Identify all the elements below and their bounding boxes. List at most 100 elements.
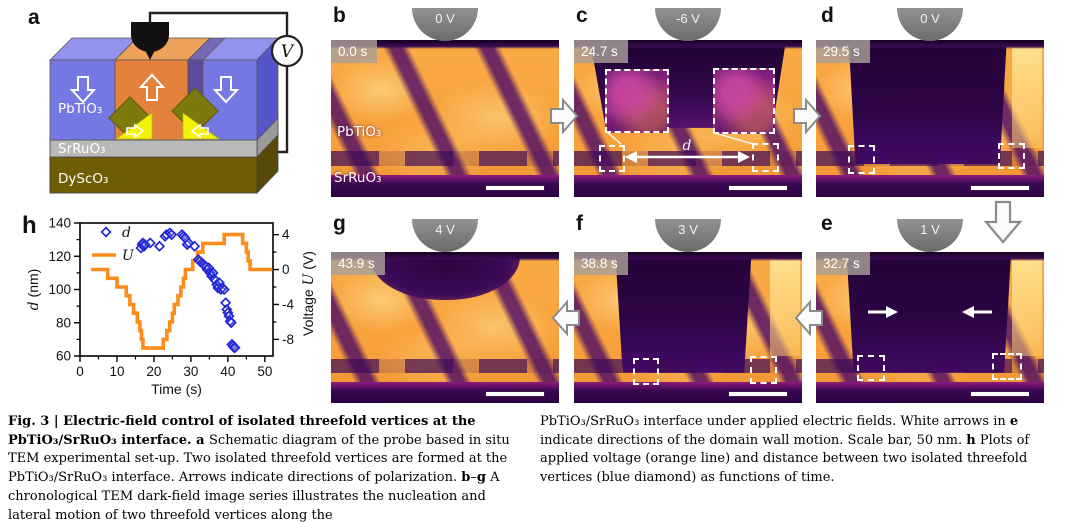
panel-f-letter: f	[576, 212, 583, 235]
wall-motion-arrows	[868, 306, 992, 318]
inset-box-left	[605, 69, 669, 133]
schematic-setup: V PbTiO₃ SrRuO₃ DyScO₃	[49, 11, 304, 194]
bright-region	[1012, 259, 1042, 357]
surface-strip	[331, 40, 559, 50]
interface-band	[574, 359, 802, 373]
svg-text:Time (s): Time (s)	[151, 381, 202, 397]
substrate-band	[331, 381, 559, 403]
sequence-arrow-f-to-g	[551, 299, 580, 337]
svg-text:4: 4	[282, 227, 290, 242]
probe-d-voltage: 0 V	[920, 11, 940, 26]
timestamp-g: 43.9 s	[331, 252, 385, 275]
probe-e-voltage: 1 V	[920, 222, 940, 237]
scale-bar	[486, 392, 544, 396]
interface-band	[816, 359, 1044, 373]
panel-e-letter: e	[821, 212, 833, 235]
voltmeter-icon	[270, 34, 304, 68]
voltmeter-label: V	[281, 42, 295, 62]
distance-data-point	[153, 240, 166, 252]
caption-right-column: PbTiO₃/SrRuO₃ interface under applied el…	[540, 413, 1062, 488]
substrate-band	[574, 175, 802, 197]
distance-data-point	[225, 317, 237, 329]
scale-bar	[971, 392, 1029, 396]
srruo3-label: SrRuO₃	[58, 141, 106, 157]
panel-g-letter: g	[333, 212, 346, 235]
caption-segment: b	[461, 470, 471, 486]
interface-band	[331, 359, 559, 373]
bright-region	[1012, 47, 1042, 149]
polarization-arrow-up	[138, 73, 166, 101]
svg-text:40: 40	[220, 364, 235, 379]
surface-strip	[816, 252, 1044, 262]
distance-data-point	[139, 239, 151, 251]
sequence-arrow-b-to-c	[550, 97, 579, 135]
distance-annotation: d	[606, 131, 754, 163]
vertex-box-left	[857, 355, 885, 381]
probe-b-voltage: 0 V	[435, 11, 455, 26]
switched-domain-region	[615, 256, 752, 373]
timestamp-f: 38.8 s	[574, 252, 628, 275]
substrate-band	[816, 175, 1044, 197]
srruo3-layer-label: SrRuO₃	[334, 170, 382, 186]
vertex-box-left	[848, 145, 875, 174]
caption-segment: e	[1009, 414, 1019, 429]
probe-f: 3 V	[655, 219, 721, 252]
vertex-box-right	[750, 356, 777, 384]
surface-strip	[574, 252, 802, 262]
surface-strip	[574, 40, 802, 50]
pbtio3-layer-label: PbTiO₃	[337, 124, 382, 140]
switched-domain-region	[846, 256, 1011, 373]
tem-image-c: 24.7 s d	[574, 40, 802, 197]
polarization-arrow-right-small	[126, 123, 145, 139]
svg-text:120: 120	[48, 249, 71, 264]
svg-text:d: d	[122, 225, 131, 241]
surface-strip	[816, 40, 1044, 50]
probe-c-voltage: -6 V	[676, 11, 700, 26]
distance-data-point	[229, 342, 241, 354]
timestamp-d: 29.5 s	[816, 40, 870, 63]
probe-f-voltage: 3 V	[678, 222, 698, 237]
timestamp-b: 0.0 s	[331, 40, 378, 63]
substrate-band	[816, 381, 1044, 403]
probe-c: -6 V	[655, 8, 721, 41]
scale-bar	[729, 392, 787, 396]
caption-segment: g	[476, 470, 486, 486]
dysco3-label: DyScO₃	[58, 171, 108, 187]
distance-data-point	[189, 240, 201, 252]
domain-stripes	[331, 40, 559, 197]
caption-segment: Plots of applied voltage (orange line) a…	[540, 432, 1030, 486]
substrate-band	[331, 175, 559, 197]
svg-text:-8: -8	[282, 332, 294, 347]
polarization-arrow-down-right	[212, 76, 240, 104]
surface-strip	[331, 252, 559, 262]
wall-arrow-left	[962, 306, 974, 318]
caption-segment: indicate directions of the domain wall m…	[540, 432, 967, 448]
interface-band	[331, 151, 559, 166]
svg-text:U: U	[122, 248, 135, 264]
svg-text:10: 10	[109, 364, 124, 379]
probe-b: 0 V	[412, 8, 478, 41]
svg-text:0: 0	[282, 262, 290, 277]
vertex-box-left	[633, 358, 659, 385]
distance-data-point	[218, 283, 230, 296]
distance-data-point	[166, 229, 178, 241]
timestamp-c: 24.7 s	[574, 40, 628, 63]
caption-segment: PbTiO₃/SrRuO₃ interface under applied el…	[540, 414, 1010, 429]
svg-text:30: 30	[183, 364, 198, 379]
sequence-arrow-d-to-e	[983, 200, 1023, 244]
distance-data-point	[144, 237, 156, 249]
timestamp-e: 32.7 s	[816, 252, 870, 275]
vertex-triangle-left	[114, 112, 153, 140]
probe-tip	[131, 22, 169, 52]
distance-label: d	[683, 138, 692, 154]
caption-segment: –	[470, 470, 477, 486]
caption-segment: h	[966, 432, 976, 448]
scale-bar	[729, 186, 787, 190]
vertex-box-right	[998, 143, 1025, 169]
caption-segment: Fig. 3 | Electric-field control of isola…	[8, 414, 476, 448]
svg-text:-4: -4	[282, 297, 294, 312]
svg-text:60: 60	[56, 349, 71, 364]
vertex-box-right	[992, 353, 1022, 380]
tem-image-g: 43.9 s	[331, 252, 559, 403]
tem-image-e: 32.7 s	[816, 252, 1044, 403]
